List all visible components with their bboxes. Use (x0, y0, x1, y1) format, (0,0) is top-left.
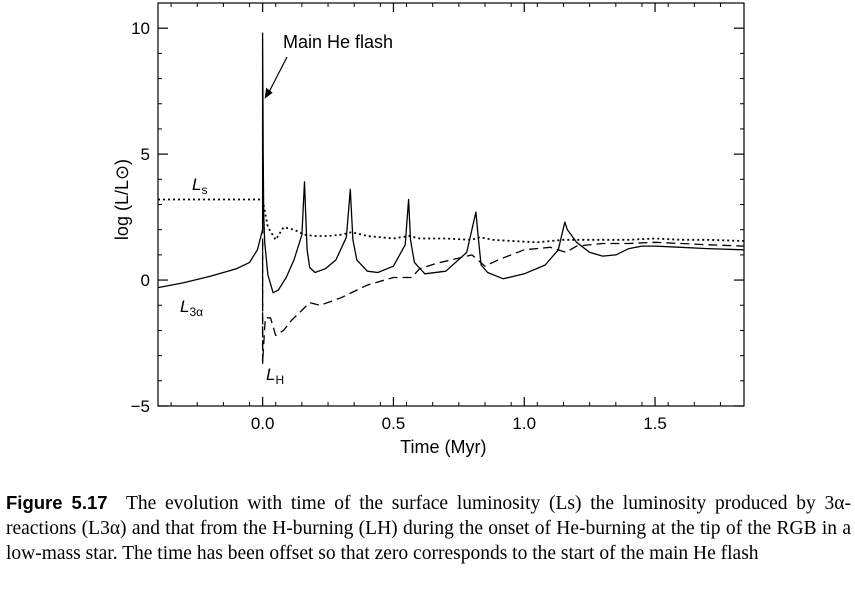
luminosity-chart: 0.0 0.5 1.0 1.5 −5 0 5 10 Time (Myr) log (L/L⊙) L… (112, 2, 745, 457)
y-tick-label: −5 (131, 397, 150, 416)
figure-caption: Figure 5.17 The evolution with time of t… (6, 490, 851, 566)
x-tick-label: 0.0 (251, 414, 275, 433)
series-line-lh (261, 241, 745, 364)
series-label-lh: LH (266, 365, 284, 387)
y-tick-label: 5 (141, 145, 150, 164)
annotation-arrow-line (268, 56, 288, 93)
series-label-l3a: L3α (180, 297, 203, 319)
series-line-l3 (157, 32, 745, 294)
caption-figure-label: Figure 5.17 (6, 492, 108, 513)
y-tick-label: 10 (131, 19, 150, 38)
x-tick-label: 1.5 (643, 414, 667, 433)
y-tick-label: 0 (141, 271, 150, 290)
caption-text: The evolution with time of the surface l… (6, 493, 851, 564)
x-tick-label: 1.0 (512, 414, 536, 433)
annotation-main-he-flash: Main He flash (283, 32, 393, 52)
figure: 0.0 0.5 1.0 1.5 −5 0 5 10 Time (Myr) log (L/L⊙) L… (112, 2, 745, 457)
x-tick-label: 0.5 (382, 414, 406, 433)
series-line-ls (158, 198, 745, 244)
annotation-arrowhead (264, 87, 273, 99)
x-axis-title: Time (Myr) (400, 437, 486, 457)
y-axis-title: log (L/L⊙) (112, 159, 132, 240)
series-label-ls: Ls (192, 175, 207, 197)
plot-border (157, 2, 745, 407)
